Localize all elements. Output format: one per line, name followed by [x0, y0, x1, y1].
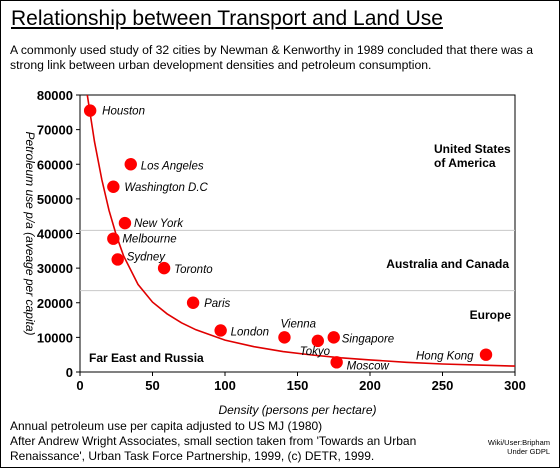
point-label-singapore: Singapore [342, 333, 394, 345]
footer-line-2: After Andrew Wright Associates, small se… [10, 434, 417, 448]
x-tick-label: 100 [214, 378, 236, 393]
region-label-united-states-of-america: of America [434, 156, 496, 170]
y-tick-label: 60000 [37, 157, 73, 172]
point-new-york [118, 216, 132, 230]
y-tick-label: 50000 [37, 192, 73, 207]
point-moscow [330, 356, 343, 369]
y-tick-label: 0 [66, 365, 73, 380]
trend-curve [86, 94, 516, 367]
point-paris [186, 296, 200, 309]
point-label-los-angeles: Los Angeles [141, 160, 204, 172]
point-label-toronto: Toronto [174, 264, 213, 276]
point-label-paris: Paris [204, 298, 230, 310]
intro-text: A commonly used study of 32 cities by Ne… [10, 43, 533, 72]
region-label-united-states-of-america: United States [434, 142, 511, 156]
x-tick-label: 300 [504, 378, 526, 393]
point-sydney [111, 253, 124, 266]
region-label-far-east-and-russia: Far East and Russia [89, 351, 204, 365]
x-tick-label: 150 [287, 378, 309, 393]
point-singapore [327, 331, 340, 344]
region-label-europe: Europe [470, 308, 512, 322]
y-tick-label: 40000 [37, 227, 73, 242]
x-tick-label: 0 [76, 378, 83, 393]
footer-line-3: Renaissance', Urban Task Force Partnersh… [10, 449, 375, 463]
point-los-angeles [124, 158, 137, 171]
point-label-hong-kong: Hong Kong [416, 351, 474, 363]
plot-area [79, 94, 516, 373]
point-melbourne [107, 232, 120, 245]
y-tick-label: 80000 [37, 88, 73, 103]
point-label-vienna: Vienna [280, 318, 316, 330]
point-label-melbourne: Melbourne [122, 234, 176, 246]
region-label-australia-and-canada: Australia and Canada [386, 257, 509, 271]
point-label-london: London [231, 326, 269, 338]
x-axis-label: Density (persons per hectare) [218, 403, 376, 417]
point-london [214, 324, 227, 337]
y-tick-label: 30000 [37, 261, 73, 276]
footer-line-1: Annual petroleum use per capita adjusted… [10, 419, 323, 433]
page-title: Relationship between Transport and Land … [11, 7, 443, 30]
credit-text: Wiki/User:Bripham Under GDPL [487, 438, 550, 456]
point-label-new-york: New York [134, 218, 184, 230]
y-tick-label: 20000 [37, 296, 73, 311]
x-tick-label: 50 [145, 378, 159, 393]
point-houston [83, 104, 97, 117]
point-washington-d-c [107, 180, 120, 193]
point-label-houston: Houston [102, 106, 145, 118]
point-label-moscow: Moscow [347, 360, 390, 372]
point-tokyo [311, 334, 324, 348]
x-tick-label: 250 [432, 378, 454, 393]
point-vienna [278, 331, 291, 344]
point-label-sydney: Sydney [127, 251, 167, 263]
point-label-washington-d-c: Washington D.C [124, 182, 208, 194]
y-axis-label: Petroleum use p/a (aveage per capita) [23, 131, 37, 335]
point-hong-kong [479, 348, 493, 361]
x-tick-label: 200 [359, 378, 381, 393]
y-tick-label: 70000 [37, 123, 73, 138]
point-label-tokyo: Tokyo [300, 346, 331, 358]
point-toronto [157, 261, 171, 275]
y-tick-label: 10000 [37, 330, 73, 345]
